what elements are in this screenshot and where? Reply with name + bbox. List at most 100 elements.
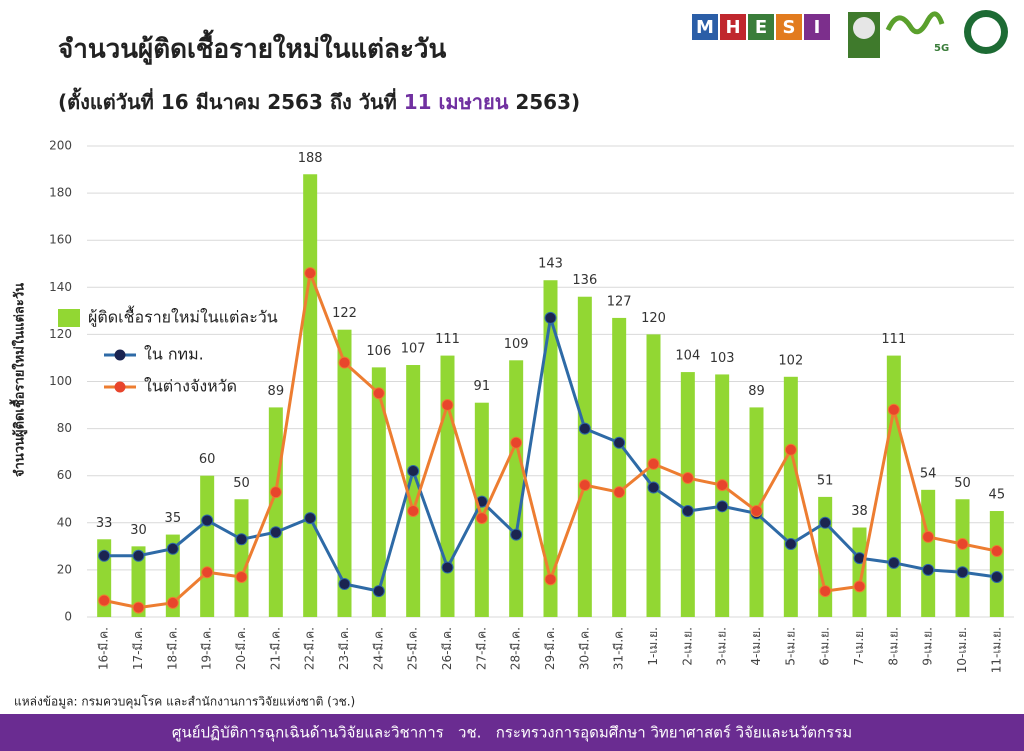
data-label: 30 bbox=[130, 523, 147, 538]
y-tick-label: 200 bbox=[49, 139, 72, 153]
x-tick-label: 28-มี.ค. bbox=[509, 627, 523, 670]
data-label: 127 bbox=[607, 294, 632, 309]
y-tick-label: 60 bbox=[57, 468, 72, 482]
logo-emblem bbox=[853, 17, 875, 39]
x-tick-label: 7-เม.ย. bbox=[852, 627, 866, 666]
bar bbox=[783, 376, 798, 617]
legend-swatch bbox=[114, 349, 126, 361]
line-marker bbox=[922, 563, 935, 576]
data-label: 111 bbox=[881, 332, 906, 347]
data-label: 51 bbox=[817, 473, 834, 488]
x-tick-label: 18-มี.ค. bbox=[165, 627, 179, 670]
legend-swatch bbox=[58, 309, 80, 327]
bar bbox=[989, 511, 1004, 617]
logo-letter: I bbox=[814, 17, 821, 38]
line-marker bbox=[990, 545, 1003, 558]
data-label: 38 bbox=[851, 504, 868, 519]
line-marker bbox=[407, 505, 420, 518]
bar bbox=[406, 365, 421, 617]
line-marker bbox=[510, 436, 523, 449]
line-marker bbox=[578, 479, 591, 492]
data-label: 111 bbox=[435, 332, 460, 347]
line-marker bbox=[98, 594, 111, 607]
bar bbox=[371, 367, 386, 617]
data-label: 45 bbox=[989, 488, 1006, 503]
data-label: 136 bbox=[572, 273, 597, 288]
data-label: 188 bbox=[298, 151, 323, 166]
line-marker bbox=[784, 443, 797, 456]
subtitle-highlight: 11 เมษายน bbox=[404, 90, 509, 114]
y-tick-label: 80 bbox=[57, 421, 72, 435]
line-marker bbox=[338, 356, 351, 369]
data-label: 60 bbox=[199, 452, 216, 467]
bar bbox=[612, 317, 627, 617]
line-marker bbox=[201, 514, 214, 527]
y-tick-label: 180 bbox=[49, 186, 72, 200]
bar bbox=[303, 174, 318, 617]
bar bbox=[337, 329, 352, 617]
legend-label: ผู้ติดเชื้อรายใหม่ในแต่ละวัน bbox=[88, 306, 278, 328]
bar bbox=[818, 496, 833, 617]
source: แหล่งข้อมูล: กรมควบคุมโรค และสำนักงานการ… bbox=[14, 695, 355, 710]
data-label: 103 bbox=[710, 351, 735, 366]
line-marker bbox=[716, 479, 729, 492]
data-label: 122 bbox=[332, 306, 357, 321]
bar bbox=[268, 407, 283, 617]
footer-band bbox=[0, 714, 1024, 751]
x-tick-label: 24-มี.ค. bbox=[371, 627, 385, 670]
line-marker bbox=[338, 578, 351, 591]
y-axis-label: จำนวนผู้ติดเชื้อรายใหม่ในแต่ละวัน bbox=[9, 283, 28, 477]
line-marker bbox=[647, 481, 660, 494]
logo-ddc-inner bbox=[971, 17, 1001, 47]
line-marker bbox=[269, 486, 282, 499]
line-marker bbox=[956, 566, 969, 579]
y-tick-label: 0 bbox=[64, 610, 72, 624]
x-tick-label: 20-มี.ค. bbox=[234, 627, 248, 670]
x-tick-label: 11-เม.ย. bbox=[989, 627, 1003, 673]
line-marker bbox=[441, 561, 454, 574]
bar bbox=[646, 334, 661, 617]
line-marker bbox=[235, 570, 248, 583]
logo-box bbox=[692, 14, 718, 40]
line-marker bbox=[887, 403, 900, 416]
y-tick-label: 40 bbox=[57, 515, 72, 529]
data-label: 89 bbox=[748, 384, 765, 399]
bar bbox=[165, 534, 180, 617]
data-label: 107 bbox=[401, 342, 426, 357]
subtitle-part: (ตั้งแต่วันที่ 16 มีนาคม 2563 ถึง วันที่ bbox=[58, 87, 404, 114]
bar bbox=[440, 355, 455, 617]
x-tick-label: 17-มี.ค. bbox=[131, 627, 145, 670]
line-marker bbox=[681, 505, 694, 518]
bar bbox=[955, 499, 970, 617]
data-label: 50 bbox=[233, 476, 250, 491]
line-marker bbox=[578, 422, 591, 435]
line-marker bbox=[819, 585, 832, 598]
line-marker bbox=[681, 472, 694, 485]
x-tick-label: 1-เม.ย. bbox=[646, 627, 660, 666]
data-label: 106 bbox=[366, 344, 391, 359]
line-marker bbox=[510, 528, 523, 541]
logo-letter: E bbox=[755, 17, 767, 38]
bar bbox=[886, 355, 901, 617]
x-tick-label: 26-มี.ค. bbox=[440, 627, 454, 670]
x-tick-label: 6-เม.ย. bbox=[818, 627, 832, 666]
logo-box bbox=[748, 14, 774, 40]
line-marker bbox=[887, 556, 900, 569]
data-label: 143 bbox=[538, 257, 563, 272]
x-tick-label: 22-มี.ค. bbox=[303, 627, 317, 670]
line-marker bbox=[716, 500, 729, 513]
line-marker bbox=[304, 267, 317, 280]
logo-text: 5G bbox=[934, 43, 949, 54]
bar bbox=[200, 475, 215, 617]
line-marker bbox=[475, 512, 488, 525]
x-tick-label: 10-เม.ย. bbox=[955, 627, 969, 673]
x-tick-label: 19-มี.ค. bbox=[200, 627, 214, 670]
line-marker bbox=[372, 387, 385, 400]
line-marker bbox=[544, 311, 557, 324]
x-tick-label: 27-มี.ค. bbox=[474, 627, 488, 670]
data-label: 109 bbox=[504, 337, 529, 352]
data-label: 104 bbox=[675, 349, 700, 364]
line-marker bbox=[372, 585, 385, 598]
y-tick-label: 20 bbox=[57, 562, 72, 576]
line-marker bbox=[990, 570, 1003, 583]
